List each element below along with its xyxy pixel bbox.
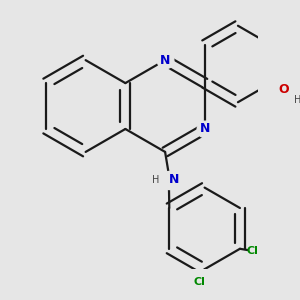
Text: Cl: Cl bbox=[194, 277, 206, 287]
Text: N: N bbox=[169, 173, 179, 187]
Text: N: N bbox=[200, 122, 210, 136]
Text: O: O bbox=[279, 83, 289, 96]
Text: H: H bbox=[152, 175, 160, 185]
Text: N: N bbox=[160, 54, 170, 67]
Text: Cl: Cl bbox=[247, 246, 259, 256]
Text: H: H bbox=[294, 95, 300, 105]
